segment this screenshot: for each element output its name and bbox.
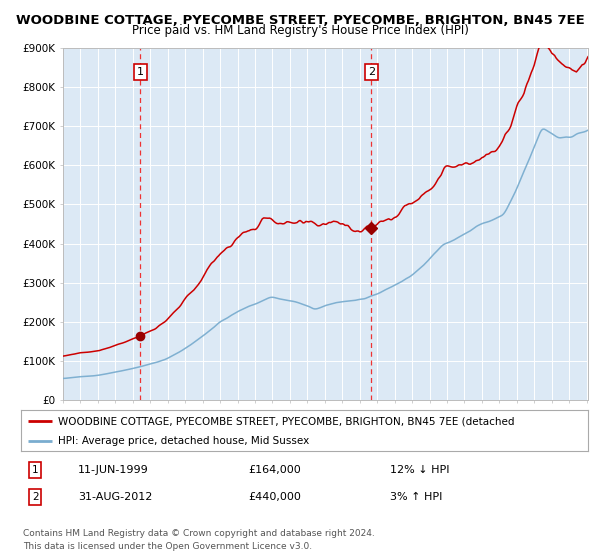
Text: 2: 2 bbox=[368, 67, 375, 77]
Text: Price paid vs. HM Land Registry's House Price Index (HPI): Price paid vs. HM Land Registry's House … bbox=[131, 24, 469, 37]
Text: 11-JUN-1999: 11-JUN-1999 bbox=[78, 465, 148, 475]
Text: 2: 2 bbox=[32, 492, 38, 502]
Text: This data is licensed under the Open Government Licence v3.0.: This data is licensed under the Open Gov… bbox=[23, 542, 312, 550]
Text: WOODBINE COTTAGE, PYECOMBE STREET, PYECOMBE, BRIGHTON, BN45 7EE (detached: WOODBINE COTTAGE, PYECOMBE STREET, PYECO… bbox=[58, 417, 514, 426]
Text: 1: 1 bbox=[137, 67, 144, 77]
Text: 3% ↑ HPI: 3% ↑ HPI bbox=[389, 492, 442, 502]
Text: Contains HM Land Registry data © Crown copyright and database right 2024.: Contains HM Land Registry data © Crown c… bbox=[23, 529, 374, 538]
Text: WOODBINE COTTAGE, PYECOMBE STREET, PYECOMBE, BRIGHTON, BN45 7EE: WOODBINE COTTAGE, PYECOMBE STREET, PYECO… bbox=[16, 14, 584, 27]
Text: 12% ↓ HPI: 12% ↓ HPI bbox=[389, 465, 449, 475]
Text: £164,000: £164,000 bbox=[248, 465, 301, 475]
Text: £440,000: £440,000 bbox=[248, 492, 301, 502]
Text: HPI: Average price, detached house, Mid Sussex: HPI: Average price, detached house, Mid … bbox=[58, 436, 309, 446]
Text: 1: 1 bbox=[32, 465, 38, 475]
Text: 31-AUG-2012: 31-AUG-2012 bbox=[78, 492, 152, 502]
